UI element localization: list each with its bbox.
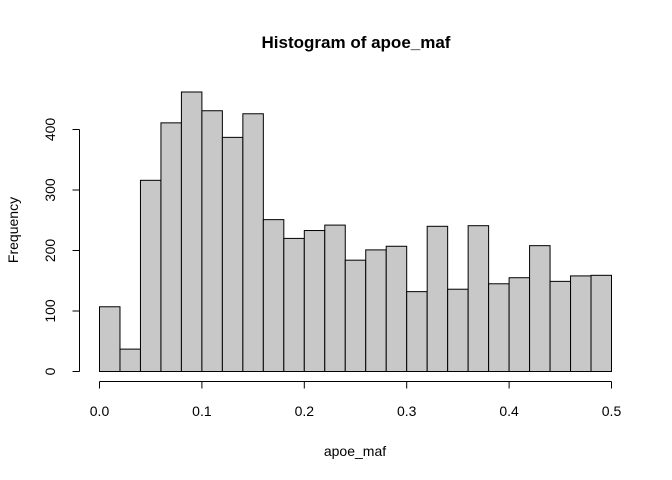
histogram-bar — [488, 283, 510, 372]
histogram-bar — [590, 274, 613, 372]
y-tick-label: 300 — [42, 178, 58, 202]
histogram-bar — [262, 219, 285, 372]
histogram-bar — [139, 179, 162, 372]
histogram-bar — [242, 113, 264, 373]
histogram-bar — [283, 237, 305, 372]
x-axis: 0.0 0.1 0.2 0.3 0.4 0.5 — [90, 381, 622, 419]
histogram-bar — [180, 91, 203, 373]
y-axis-title: Frequency — [5, 197, 21, 263]
histogram-bar — [99, 306, 121, 373]
y-tick-label: 100 — [42, 299, 58, 323]
histogram-bar — [324, 224, 346, 372]
histogram-bar — [529, 245, 551, 372]
x-tick-label: 0.0 — [90, 403, 110, 419]
histogram-bar — [467, 225, 490, 372]
x-tick-label: 0.4 — [499, 403, 519, 419]
histogram-bar — [549, 280, 572, 373]
x-tick-label: 0.5 — [602, 403, 622, 419]
histogram-bar — [365, 249, 387, 373]
y-tick-label: 200 — [42, 239, 58, 263]
y-axis: 0 100 200 300 400 — [42, 118, 80, 375]
histogram-bar — [385, 245, 408, 372]
histogram-bar — [508, 277, 531, 373]
y-tick-label: 400 — [42, 118, 58, 142]
x-tick-label: 0.2 — [295, 403, 315, 419]
y-tick-label: 0 — [42, 367, 58, 375]
x-axis-title: apoe_maf — [324, 443, 386, 459]
histogram-bar — [426, 225, 449, 372]
histogram-bar — [570, 275, 592, 372]
histogram-bar — [344, 259, 367, 372]
histogram-bar — [201, 110, 223, 373]
histogram-bar — [406, 291, 428, 373]
histogram-bar — [221, 136, 244, 372]
histogram-bar — [160, 122, 182, 372]
bars-group — [99, 91, 613, 373]
x-tick-label: 0.3 — [397, 403, 417, 419]
histogram-bar — [119, 348, 141, 372]
chart-title: Histogram of apoe_maf — [262, 33, 451, 52]
x-tick-label: 0.1 — [192, 403, 212, 419]
histogram-bar — [447, 288, 469, 372]
histogram-bar — [303, 230, 326, 372]
